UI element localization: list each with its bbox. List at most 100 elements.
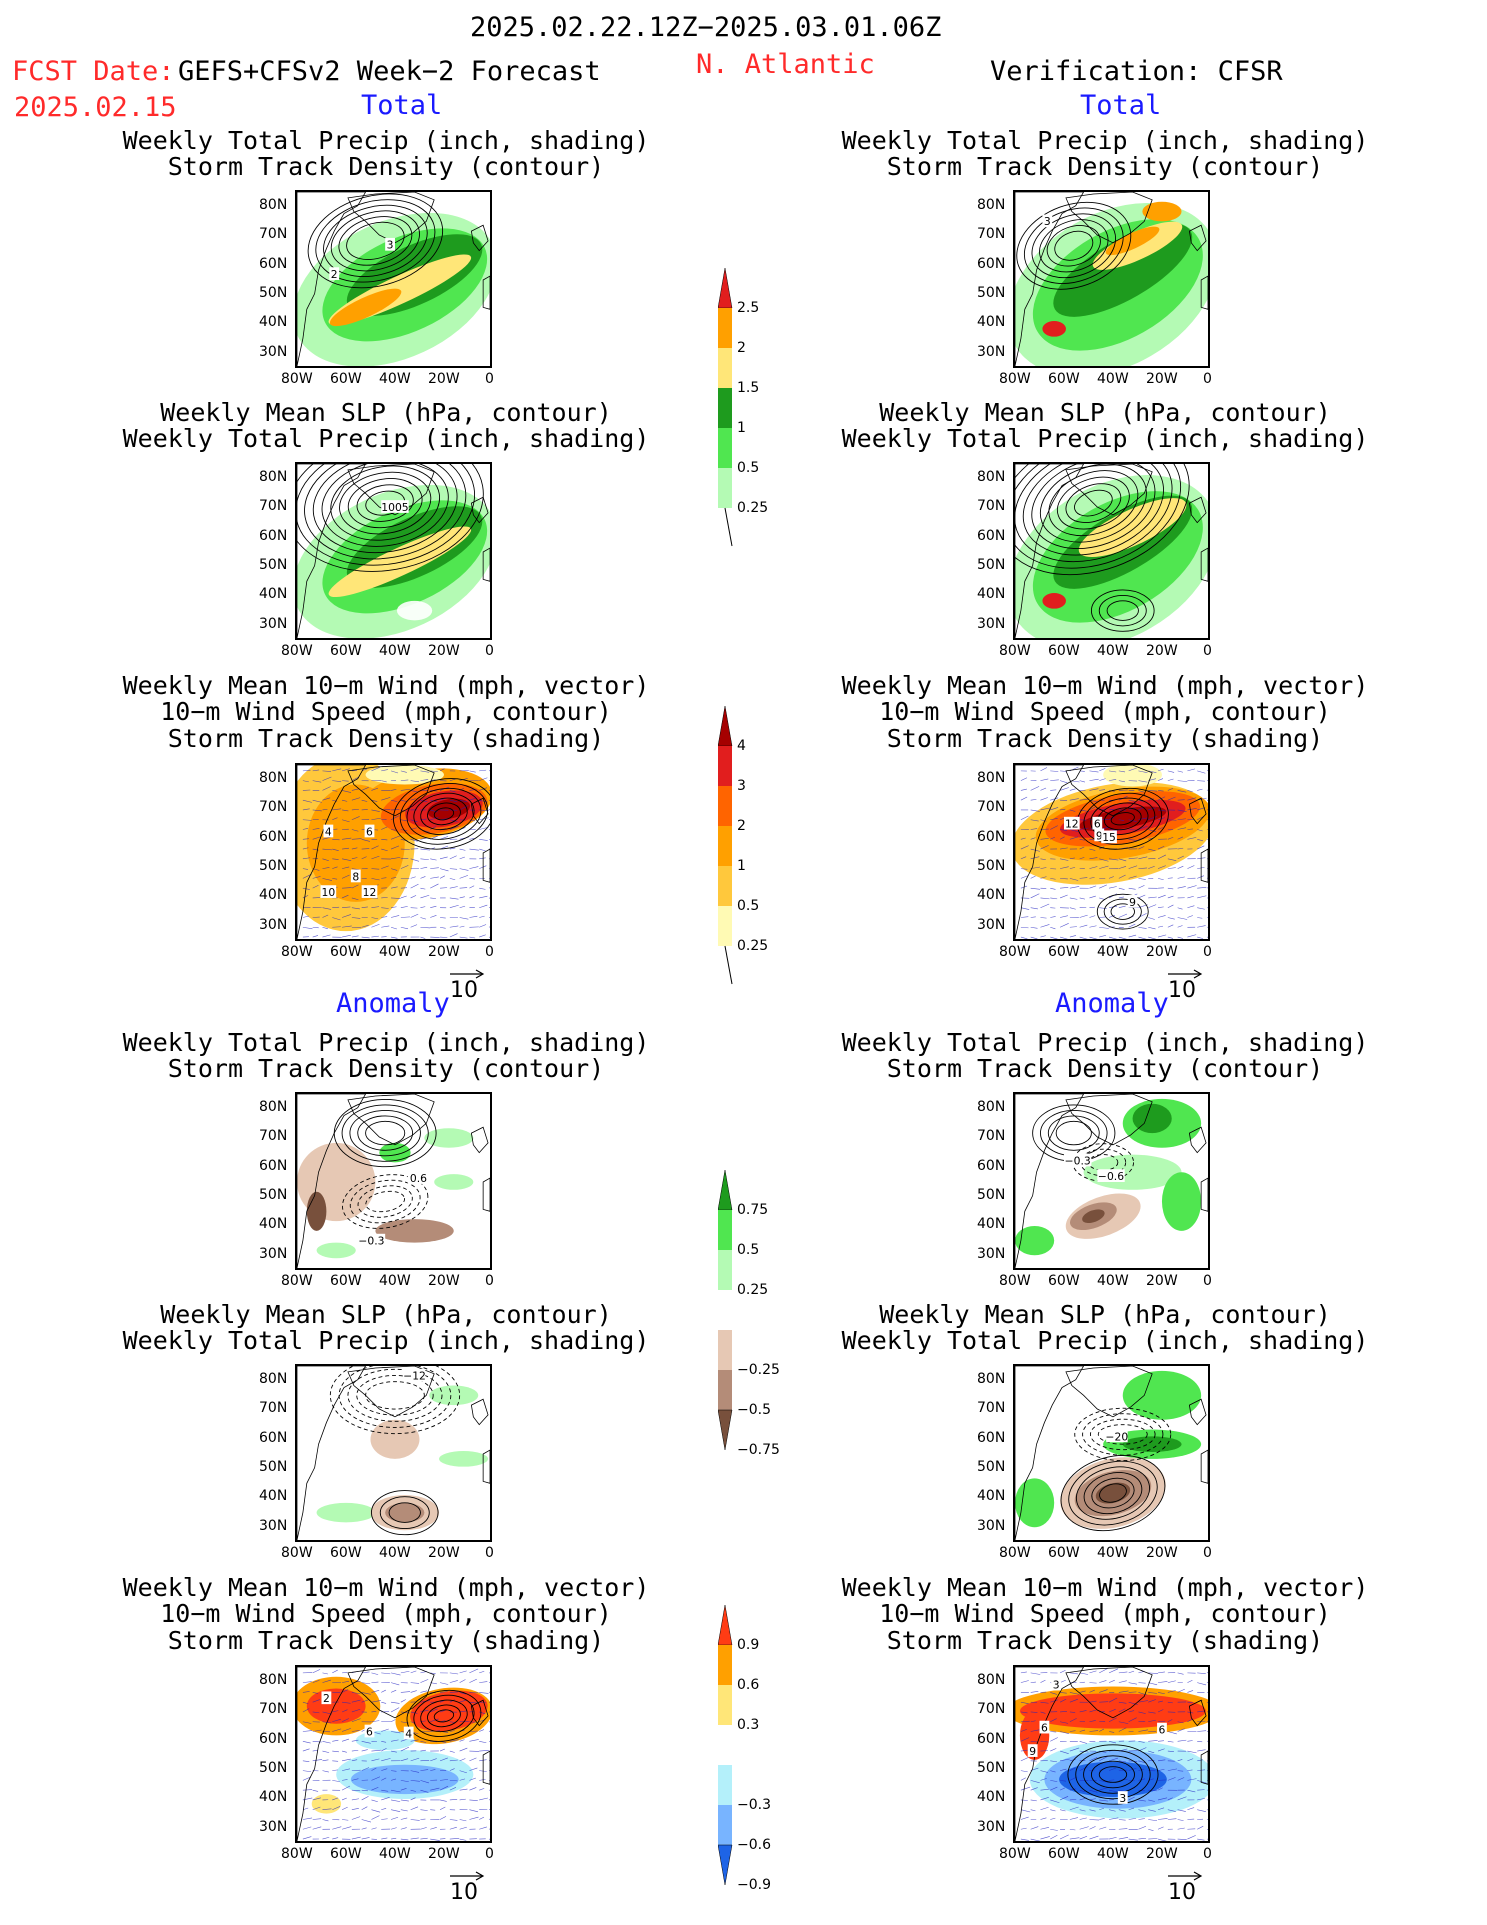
lat-tick-label: 40N xyxy=(259,586,288,603)
colorbar-tick-label: 0.5 xyxy=(737,460,760,476)
page-title: 2025.02.22.12Z−2025.03.01.06Z xyxy=(470,12,942,43)
colorbar-track-anom: 0.9 0.6 0.3 −0.3 −0.6 −0.9 xyxy=(718,1605,818,1895)
lat-tick-label: 80N xyxy=(259,469,288,485)
ref-vector-label: 10 xyxy=(450,978,478,1003)
lat-tick-label: 30N xyxy=(977,343,1006,360)
colorbar-tick-label: −0.3 xyxy=(737,1797,771,1813)
lon-tick-label: 0 xyxy=(1203,944,1212,960)
lat-tick-label: 50N xyxy=(977,556,1006,573)
map-canvas: 2 6 4 xyxy=(297,1667,490,1841)
lon-tick-label: 60W xyxy=(330,1545,362,1561)
svg-text:6: 6 xyxy=(366,825,373,838)
title-av-slp-precip: Weekly Mean SLP (hPa, contour) Weekly To… xyxy=(841,1300,1369,1356)
lat-tick-label: 40N xyxy=(977,1789,1006,1806)
svg-text:3: 3 xyxy=(387,239,394,252)
lon-tick-label: 0 xyxy=(1203,1846,1212,1862)
lon-tick-label: 60W xyxy=(330,944,362,960)
colorbar-tick-label: 0.25 xyxy=(737,1282,769,1298)
lat-tick-label: 60N xyxy=(259,527,288,544)
lon-tick-label: 80W xyxy=(281,1545,313,1561)
lat-tick-label: 70N xyxy=(977,226,1006,243)
lon-tick-label: 60W xyxy=(330,1846,362,1862)
lon-tick-label: 40W xyxy=(379,643,411,659)
svg-text:8: 8 xyxy=(352,870,359,883)
lat-tick-label: 70N xyxy=(259,1128,288,1145)
map-verification-wind-track: 12 6 9 15 9 xyxy=(1013,763,1210,941)
ref-vector-label: 10 xyxy=(450,1880,478,1905)
lon-tick-label: 20W xyxy=(428,643,460,659)
lat-tick-label: 60N xyxy=(977,255,1006,272)
lat-tick-label: 30N xyxy=(977,1818,1006,1835)
map-canvas: 1005 xyxy=(297,464,490,638)
lon-tick-label: 20W xyxy=(1146,371,1178,387)
colorbar-tick-label: −0.6 xyxy=(737,1837,771,1853)
region-label: N. Atlantic xyxy=(696,49,875,80)
svg-text:12: 12 xyxy=(363,886,377,899)
lat-tick-label: 50N xyxy=(977,1759,1006,1776)
map-forecast-anom-slp-precip: −12 xyxy=(295,1364,492,1542)
lon-tick-label: 80W xyxy=(999,1545,1031,1561)
lat-tick-label: 60N xyxy=(977,527,1006,544)
colorbar-precip-anom: 0.75 0.5 0.25 −0.25 −0.5 −0.75 xyxy=(718,1170,818,1460)
lat-tick-label: 30N xyxy=(259,916,288,933)
svg-text:−12: −12 xyxy=(403,1370,426,1383)
map-canvas: −0.3 −0.6 xyxy=(1015,1094,1208,1268)
lon-tick-label: 60W xyxy=(1048,944,1080,960)
colorbar-tick-label: 0.25 xyxy=(737,500,769,516)
lat-tick-label: 40N xyxy=(977,314,1006,331)
colorbar-tick-label: −0.5 xyxy=(737,1402,771,1418)
lon-tick-label: 60W xyxy=(330,643,362,659)
lon-tick-label: 20W xyxy=(428,944,460,960)
colorbar-tick-label: −0.9 xyxy=(737,1877,771,1893)
title-f-precip-track: Weekly Total Precip (inch, shading) Stor… xyxy=(122,126,650,182)
lon-tick-label: 40W xyxy=(1097,1846,1129,1862)
ref-vector-label: 10 xyxy=(1168,978,1196,1003)
lat-tick-label: 80N xyxy=(977,469,1006,485)
colorbar-tick-label: 2 xyxy=(737,340,746,356)
colorbar-tick-label: 0.6 xyxy=(737,1677,760,1693)
map-canvas: 3 xyxy=(1015,192,1208,366)
svg-text:9: 9 xyxy=(1129,896,1136,909)
map-forecast-wind-track: 4 6 8 10 12 xyxy=(295,763,492,941)
lat-tick-label: 70N xyxy=(977,1400,1006,1417)
lat-tick-label: 70N xyxy=(977,1701,1006,1718)
lon-tick-label: 80W xyxy=(281,1846,313,1862)
lon-tick-label: 80W xyxy=(281,1273,313,1289)
lon-tick-label: 0 xyxy=(485,1545,494,1561)
svg-text:4: 4 xyxy=(325,825,332,838)
lon-tick-label: 60W xyxy=(1048,643,1080,659)
svg-text:−0.6: −0.6 xyxy=(1098,1170,1124,1183)
map-verification-slp-precip xyxy=(1013,462,1210,640)
lat-tick-label: 60N xyxy=(977,1429,1006,1446)
lon-tick-label: 20W xyxy=(1146,1846,1178,1862)
lat-tick-label: 80N xyxy=(977,1371,1006,1387)
lat-tick-label: 30N xyxy=(977,916,1006,933)
lat-tick-label: 40N xyxy=(259,314,288,331)
lat-tick-label: 50N xyxy=(259,857,288,874)
svg-text:3: 3 xyxy=(1044,215,1051,228)
title-v-precip-track: Weekly Total Precip (inch, shading) Stor… xyxy=(841,126,1369,182)
lon-tick-label: 80W xyxy=(999,1846,1031,1862)
colorbar-precip-total: 2.5 2 1.5 1 0.5 0.25 xyxy=(718,268,818,558)
svg-text:1005: 1005 xyxy=(381,501,408,514)
lat-tick-label: 70N xyxy=(259,498,288,515)
lon-tick-label: 60W xyxy=(1048,1273,1080,1289)
colorbar-tick-label: −0.25 xyxy=(737,1362,780,1378)
lat-tick-label: 70N xyxy=(259,226,288,243)
lon-tick-label: 80W xyxy=(281,643,313,659)
lat-tick-label: 60N xyxy=(259,828,288,845)
lat-tick-label: 60N xyxy=(977,1157,1006,1174)
lon-tick-label: 40W xyxy=(379,371,411,387)
svg-text:6: 6 xyxy=(366,1725,373,1738)
lon-tick-label: 0 xyxy=(485,1273,494,1289)
map-canvas: 4 6 8 10 12 xyxy=(297,765,490,939)
lat-tick-label: 70N xyxy=(259,1701,288,1718)
map-forecast-anom-wind-track: 2 6 4 xyxy=(295,1665,492,1843)
lat-tick-label: 40N xyxy=(977,887,1006,904)
map-canvas: −20 xyxy=(1015,1366,1208,1540)
colorbar-tick-label: 1 xyxy=(737,858,746,874)
lat-tick-label: 50N xyxy=(977,284,1006,301)
map-forecast-slp-precip: 1005 xyxy=(295,462,492,640)
lat-tick-label: 70N xyxy=(259,1400,288,1417)
